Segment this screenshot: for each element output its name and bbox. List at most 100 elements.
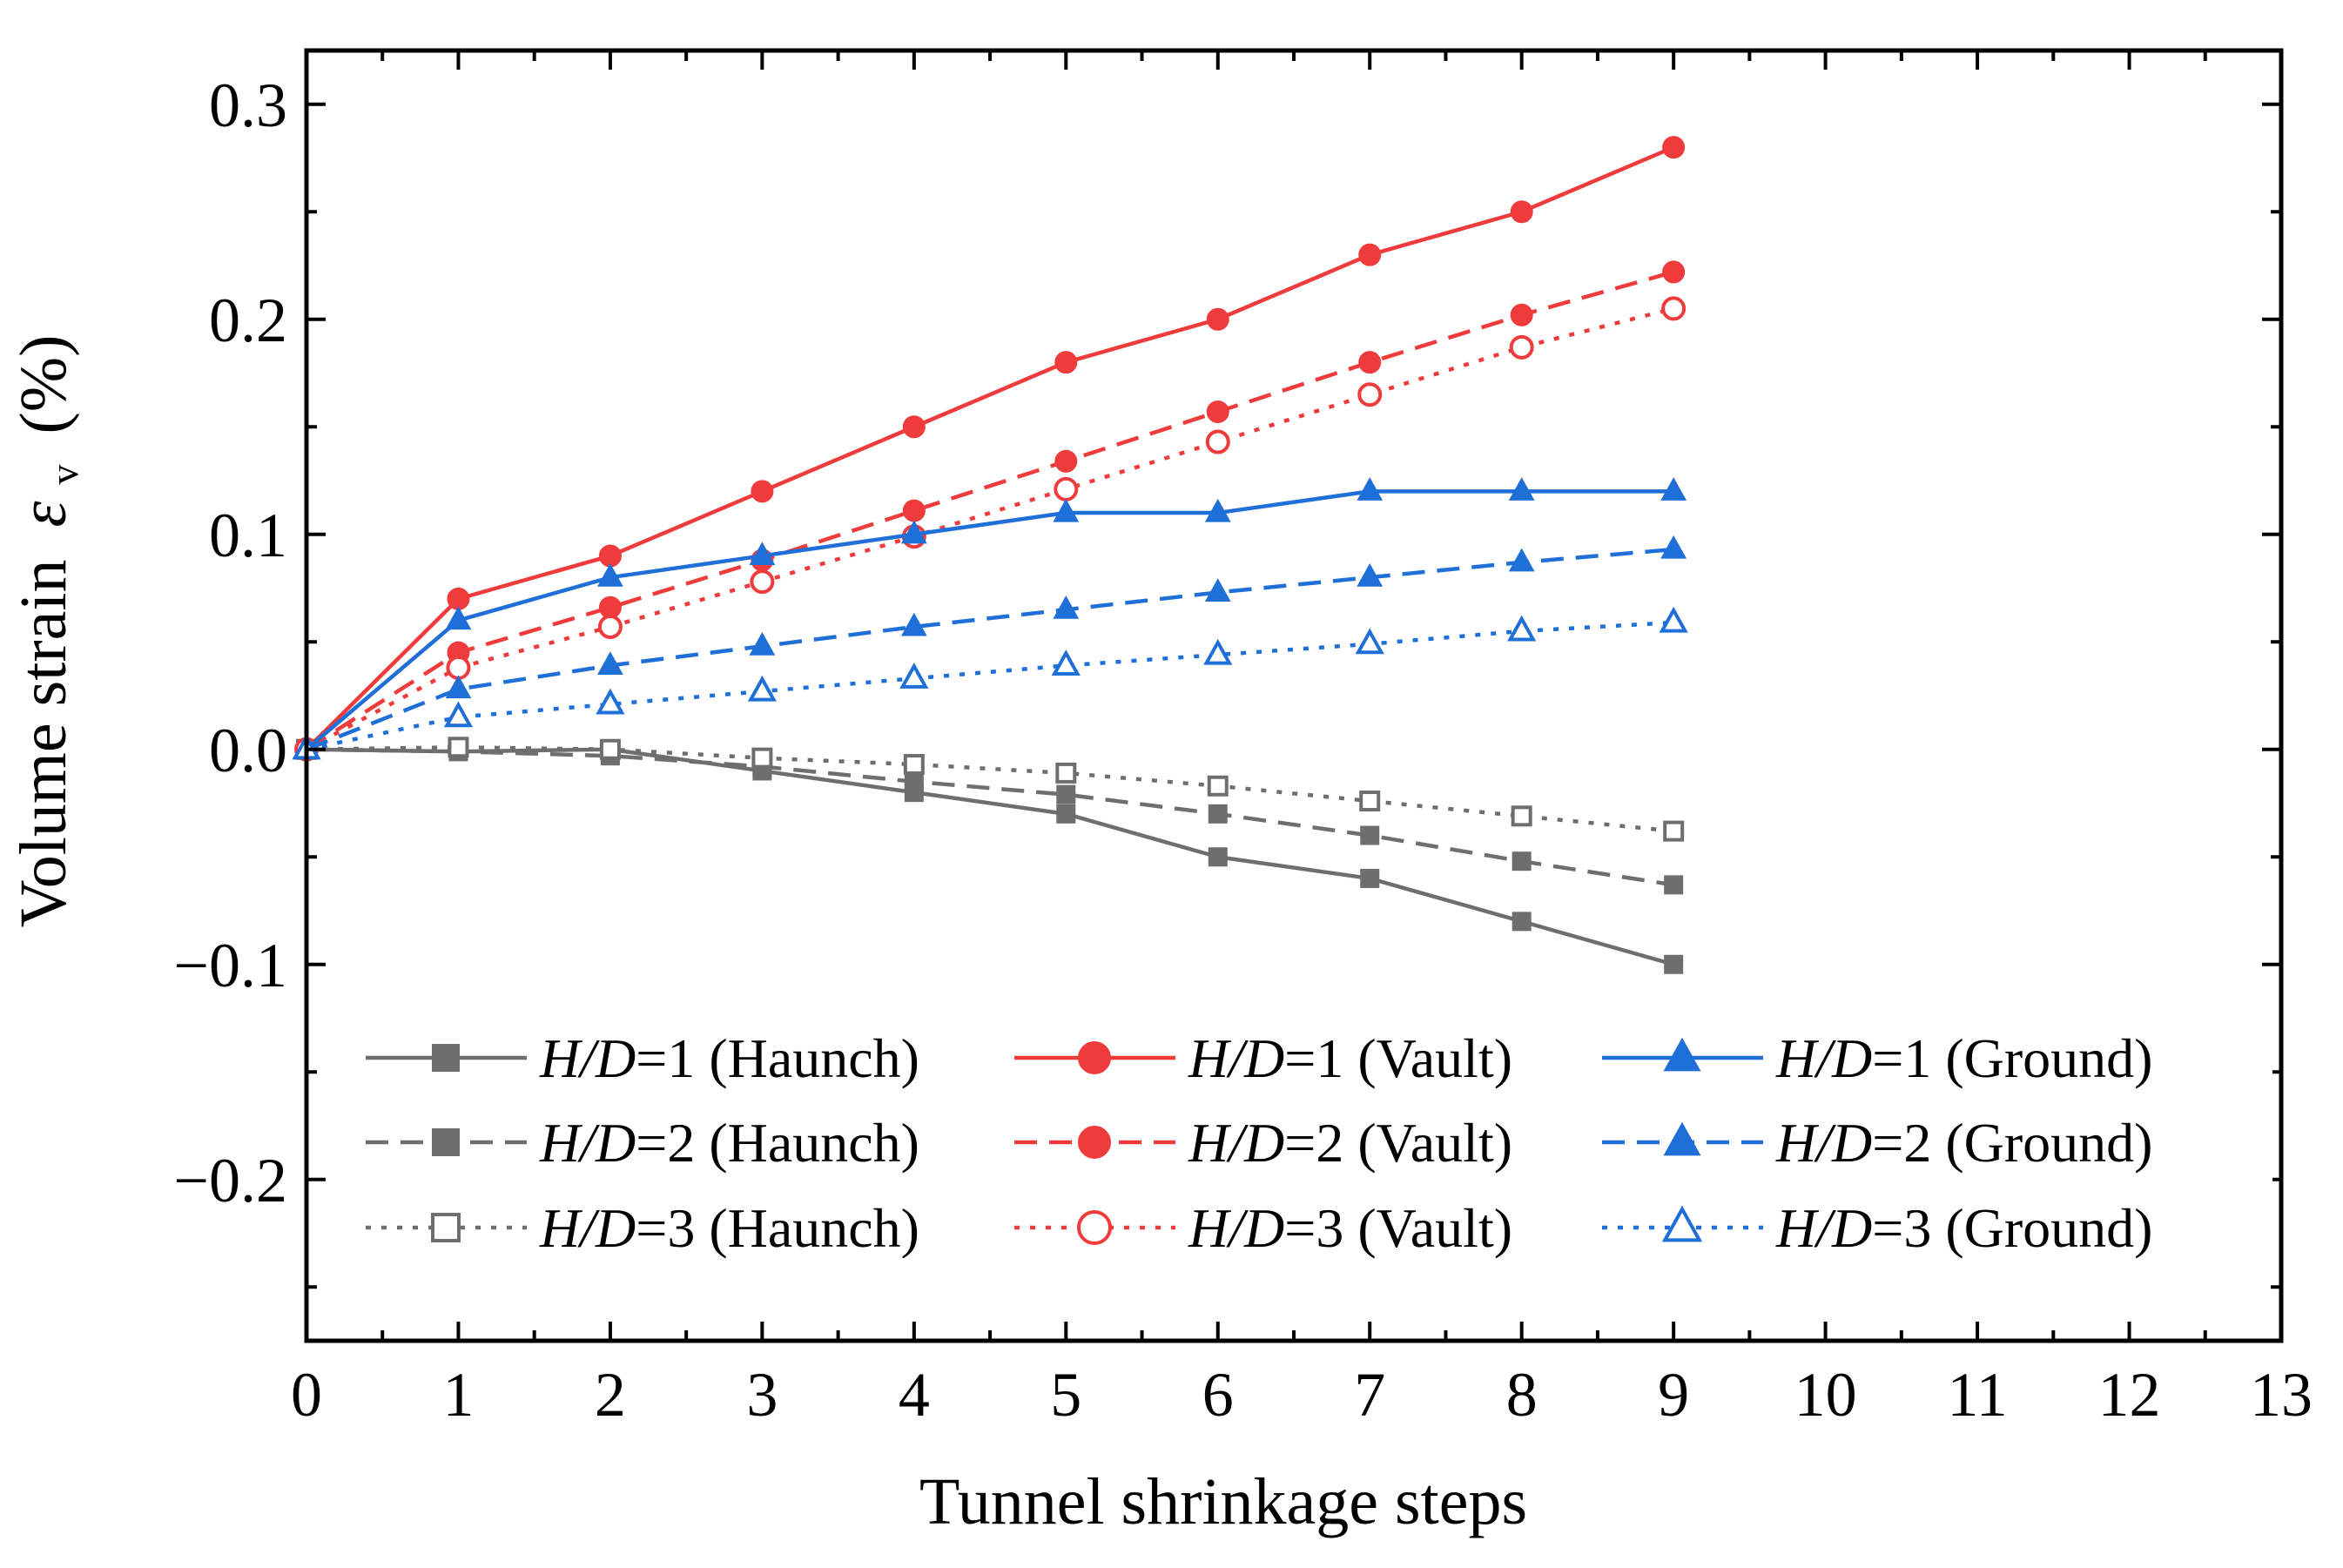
legend-label: H/D=2 (Haunch): [539, 1112, 919, 1174]
data-point: [1051, 649, 1081, 676]
data-point: [1056, 804, 1076, 824]
data-point: [1357, 562, 1384, 587]
legend-label-rest: =1 (Vault): [1284, 1027, 1512, 1089]
y-tick-label: 0.0: [209, 716, 287, 785]
legend-label: H/D=2 (Vault): [1188, 1112, 1512, 1174]
data-point: [1055, 762, 1077, 784]
y-tick-label: −0.2: [173, 1146, 287, 1215]
data-point: [1204, 578, 1231, 602]
legend: H/D=1 (Haunch) H/D=1 (Vault) H/D=1 (Ground…: [353, 1014, 2272, 1280]
series-h-d-1-ground-: [293, 477, 1687, 759]
data-point: [448, 737, 469, 758]
legend-marker: [432, 1128, 460, 1156]
series-line: [306, 747, 1674, 966]
x-tick-label: 0: [291, 1360, 322, 1430]
data-point: [1053, 596, 1080, 619]
legend-item: H/D=3 (Haunch): [366, 1197, 919, 1259]
data-point: [1511, 805, 1532, 827]
legend-item: H/D=1 (Ground): [1602, 1027, 2152, 1089]
series-line: [306, 747, 1674, 887]
x-tick-label: 3: [746, 1360, 778, 1430]
legend-label-italic: H/D: [1775, 1027, 1872, 1089]
data-point: [902, 415, 926, 439]
data-point: [599, 738, 621, 760]
data-point: [447, 587, 470, 610]
data-point: [904, 771, 924, 791]
data-point: [1659, 606, 1688, 633]
legend-label: H/D=1 (Haunch): [539, 1027, 919, 1089]
y-axis-title-text: Volume strain: [7, 559, 80, 927]
data-point: [751, 747, 773, 769]
data-point: [596, 688, 625, 715]
data-point: [1662, 136, 1686, 159]
data-point: [1663, 820, 1685, 842]
data-point: [1360, 868, 1380, 888]
legend-item: H/D=3 (Ground): [1602, 1197, 2152, 1259]
data-point: [899, 662, 929, 689]
data-point: [1512, 851, 1532, 871]
legend-label-italic: H/D: [539, 1197, 636, 1259]
series-h-d-3-haunch-: [296, 737, 1685, 842]
data-point: [1054, 449, 1078, 473]
legend-label-rest: =3 (Ground): [1872, 1197, 2152, 1259]
y-axis-title-subscript: v: [42, 465, 86, 485]
legend-label-italic: H/D: [1188, 1112, 1284, 1174]
data-point: [750, 569, 775, 595]
legend-label-italic: H/D: [539, 1027, 636, 1089]
data-point: [1664, 875, 1684, 895]
data-point: [1661, 296, 1687, 321]
data-point: [749, 542, 776, 566]
data-point: [1206, 307, 1229, 331]
y-tick-label: 0.1: [209, 501, 287, 570]
data-point: [1359, 791, 1381, 812]
legend-label-rest: =2 (Haunch): [636, 1112, 919, 1174]
y-tick-label: 0.3: [209, 71, 287, 140]
x-tick-label: 10: [1794, 1360, 1857, 1430]
legend-label-italic: H/D: [539, 1112, 636, 1174]
legend-marker: [1078, 1126, 1111, 1159]
data-point: [1054, 476, 1079, 501]
legend-label-rest: =1 (Ground): [1872, 1027, 2152, 1089]
x-tick-label: 2: [595, 1360, 626, 1430]
legend-marker: [1661, 1205, 1703, 1242]
legend-marker: [1663, 1121, 1701, 1156]
legend-label: H/D=2 (Ground): [1775, 1112, 2152, 1174]
data-point: [445, 675, 472, 699]
data-point: [1207, 775, 1229, 797]
x-tick-label: 7: [1354, 1360, 1385, 1430]
series-line: [306, 547, 1674, 751]
data-point: [751, 480, 774, 503]
legend-label: H/D=3 (Ground): [1775, 1197, 2152, 1259]
data-point: [1357, 477, 1384, 501]
x-tick-label: 9: [1658, 1360, 1689, 1430]
data-point: [749, 631, 776, 656]
data-point: [1510, 303, 1533, 326]
data-point: [1662, 260, 1686, 284]
series-line: [305, 306, 1674, 751]
y-axis-title-symbol: ε: [7, 501, 80, 527]
data-point: [1512, 912, 1532, 932]
series-h-d-3-ground-: [292, 606, 1688, 760]
legend-item: H/D=3 (Vault): [1014, 1197, 1512, 1259]
legend-item: H/D=2 (Vault): [1014, 1112, 1512, 1174]
x-axis-title: Tunnel shrinkage steps: [919, 1465, 1527, 1538]
data-point: [900, 520, 927, 544]
legend-label: H/D=3 (Vault): [1188, 1197, 1512, 1259]
legend-label: H/D=3 (Haunch): [539, 1197, 919, 1259]
legend-background: [353, 1014, 2272, 1280]
data-point: [597, 614, 623, 639]
legend-item: H/D=2 (Ground): [1602, 1112, 2152, 1174]
data-point: [1358, 351, 1382, 374]
y-tick-label: −0.1: [173, 931, 287, 1000]
data-point: [1204, 498, 1231, 522]
x-tick-label: 5: [1050, 1360, 1081, 1430]
y-axis-title: Volume strain ε v (%): [7, 335, 92, 928]
legend-marker: [1663, 1037, 1701, 1072]
y-axis-title-unit: (%): [7, 335, 80, 434]
data-point: [1507, 615, 1537, 642]
x-tick-label: 4: [899, 1360, 930, 1430]
data-point: [1355, 628, 1384, 655]
series-line: [305, 489, 1674, 751]
legend-item: H/D=2 (Haunch): [366, 1112, 919, 1174]
legend-item: H/D=1 (Haunch): [366, 1027, 919, 1089]
